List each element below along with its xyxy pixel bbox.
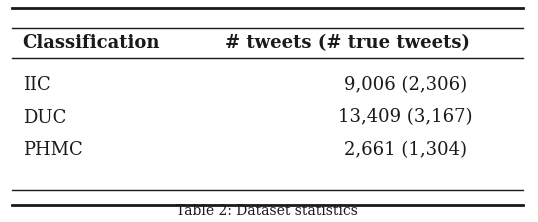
Text: IIC: IIC: [23, 76, 51, 94]
Text: DUC: DUC: [23, 109, 66, 127]
Text: Classification: Classification: [23, 34, 160, 52]
Text: 13,409 (3,167): 13,409 (3,167): [338, 109, 473, 127]
Text: # tweets (# true tweets): # tweets (# true tweets): [225, 34, 470, 52]
Text: Table 2: Dataset statistics: Table 2: Dataset statistics: [176, 204, 358, 218]
Text: 9,006 (2,306): 9,006 (2,306): [344, 76, 468, 94]
Text: 2,661 (1,304): 2,661 (1,304): [344, 141, 467, 159]
Text: PHMC: PHMC: [23, 141, 82, 159]
